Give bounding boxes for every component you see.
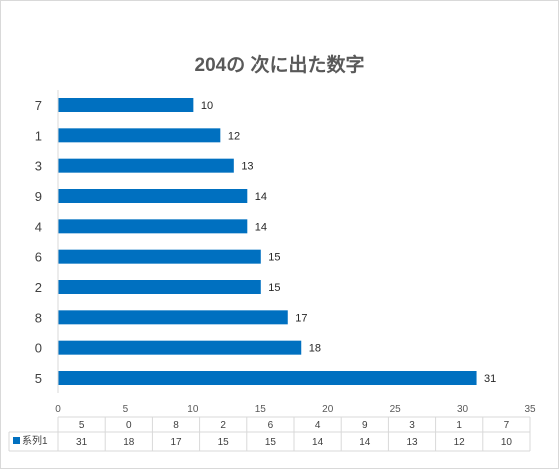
x-tick-35: 35 [524, 404, 536, 415]
bar-7 [58, 98, 194, 112]
data-table-header-1: 1 [456, 420, 462, 431]
data-label-3: 13 [241, 161, 253, 173]
x-tick-5: 5 [123, 404, 129, 415]
category-label-1: 1 [35, 128, 42, 143]
x-tick-10: 10 [187, 404, 199, 415]
data-table-header-3: 3 [409, 420, 415, 431]
bar-3 [58, 158, 234, 173]
category-label-4: 4 [35, 219, 42, 234]
category-label-5: 5 [35, 371, 42, 386]
category-label-9: 9 [35, 189, 42, 204]
data-label-1: 12 [228, 130, 240, 142]
data-table-value-7: 10 [501, 437, 513, 448]
data-label-5: 31 [484, 373, 496, 385]
x-tick-20: 20 [322, 404, 334, 415]
data-label-8: 17 [295, 312, 307, 324]
data-table-header-6: 6 [268, 420, 274, 431]
legend-series-name: 系列1 [22, 434, 48, 447]
x-tick-15: 15 [255, 404, 267, 415]
bar-9 [58, 189, 248, 203]
data-table-value-5: 31 [76, 437, 88, 448]
data-label-7: 10 [201, 100, 213, 112]
bar-6 [58, 249, 261, 264]
data-table-header-7: 7 [504, 420, 510, 431]
data-label-2: 15 [268, 282, 280, 294]
data-label-0: 18 [309, 343, 321, 355]
data-table-value-0: 18 [123, 437, 135, 448]
bar-4 [58, 219, 248, 234]
category-label-3: 3 [35, 159, 42, 174]
data-table-value-1: 12 [454, 437, 466, 448]
data-label-9: 14 [255, 191, 267, 203]
data-table-value-8: 17 [170, 437, 182, 448]
data-table-value-9: 14 [359, 437, 371, 448]
bar-8 [58, 310, 288, 325]
data-table-header-5: 5 [79, 420, 85, 431]
x-tick-30: 30 [457, 404, 469, 415]
bar-1 [58, 128, 221, 143]
category-label-6: 6 [35, 250, 42, 265]
category-label-8: 8 [35, 310, 42, 325]
bar-5 [58, 371, 477, 385]
data-table-value-6: 15 [265, 437, 277, 448]
category-label-0: 0 [35, 341, 42, 356]
bar-2 [58, 280, 261, 294]
chart-title: 204の 次に出た数字 [194, 55, 365, 76]
data-table-value-3: 13 [406, 437, 418, 448]
x-tick-0: 0 [55, 404, 61, 415]
category-label-2: 2 [35, 280, 42, 295]
bar-0 [58, 340, 302, 355]
data-label-4: 14 [255, 221, 267, 233]
data-table-header-2: 2 [220, 420, 226, 431]
data-table-header-9: 9 [362, 420, 368, 431]
data-table-header-0: 0 [126, 420, 132, 431]
data-table-header-8: 8 [173, 420, 179, 431]
category-label-7: 7 [35, 98, 42, 113]
x-tick-25: 25 [390, 404, 402, 415]
data-table-value-4: 14 [312, 437, 324, 448]
data-label-6: 15 [268, 252, 280, 264]
data-table-value-2: 15 [218, 437, 230, 448]
data-table-header-4: 4 [315, 420, 321, 431]
legend-swatch-series1 [13, 437, 20, 444]
